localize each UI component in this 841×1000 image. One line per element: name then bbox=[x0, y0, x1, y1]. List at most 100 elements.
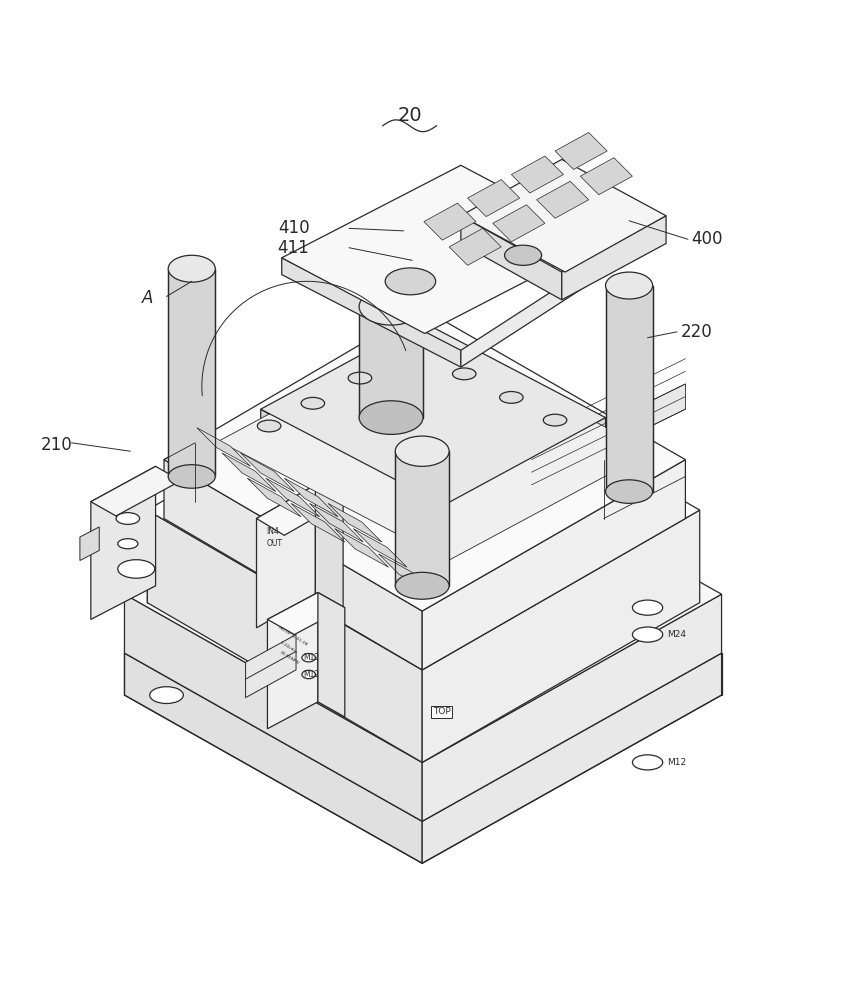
Polygon shape bbox=[261, 322, 606, 505]
Ellipse shape bbox=[359, 401, 423, 434]
Polygon shape bbox=[424, 203, 476, 240]
Polygon shape bbox=[124, 485, 722, 821]
Polygon shape bbox=[309, 503, 363, 542]
Ellipse shape bbox=[395, 436, 449, 466]
Text: TOP: TOP bbox=[432, 707, 451, 716]
Polygon shape bbox=[422, 510, 700, 762]
Polygon shape bbox=[461, 159, 666, 272]
Ellipse shape bbox=[606, 272, 653, 299]
Text: HKCOPT1-01-08: HKCOPT1-01-08 bbox=[278, 625, 309, 647]
Polygon shape bbox=[147, 510, 422, 762]
Ellipse shape bbox=[302, 653, 315, 662]
Polygon shape bbox=[493, 205, 545, 242]
Ellipse shape bbox=[385, 268, 436, 295]
Polygon shape bbox=[219, 332, 652, 561]
Ellipse shape bbox=[348, 372, 372, 384]
Text: M24: M24 bbox=[667, 603, 686, 612]
Polygon shape bbox=[537, 181, 589, 218]
Polygon shape bbox=[168, 269, 215, 476]
Ellipse shape bbox=[302, 670, 315, 679]
Polygon shape bbox=[318, 593, 345, 717]
Ellipse shape bbox=[395, 572, 449, 599]
Ellipse shape bbox=[632, 627, 663, 642]
Polygon shape bbox=[606, 286, 653, 492]
Polygon shape bbox=[80, 527, 99, 561]
Polygon shape bbox=[461, 258, 604, 367]
Polygon shape bbox=[532, 384, 685, 485]
Polygon shape bbox=[124, 426, 722, 762]
Polygon shape bbox=[580, 158, 632, 195]
Text: IN4: IN4 bbox=[267, 527, 279, 536]
Text: 60-80NPN: 60-80NPN bbox=[279, 651, 299, 666]
Polygon shape bbox=[282, 165, 604, 333]
Polygon shape bbox=[266, 478, 320, 517]
Polygon shape bbox=[335, 529, 389, 567]
Text: M12: M12 bbox=[303, 670, 319, 679]
Polygon shape bbox=[395, 451, 449, 586]
Ellipse shape bbox=[632, 600, 663, 615]
Text: OUT: OUT bbox=[267, 539, 283, 548]
Polygon shape bbox=[422, 653, 722, 863]
Ellipse shape bbox=[359, 288, 423, 325]
Text: 210: 210 bbox=[40, 436, 72, 454]
Polygon shape bbox=[222, 453, 276, 492]
Polygon shape bbox=[261, 409, 422, 535]
Polygon shape bbox=[147, 350, 700, 670]
Ellipse shape bbox=[452, 368, 476, 380]
Ellipse shape bbox=[500, 392, 523, 403]
Polygon shape bbox=[257, 485, 343, 535]
Polygon shape bbox=[267, 593, 318, 729]
Ellipse shape bbox=[632, 755, 663, 770]
Polygon shape bbox=[164, 308, 685, 611]
Polygon shape bbox=[449, 228, 501, 265]
Text: M12: M12 bbox=[303, 653, 319, 662]
Polygon shape bbox=[422, 418, 606, 535]
Ellipse shape bbox=[543, 414, 567, 426]
Polygon shape bbox=[353, 529, 407, 567]
Polygon shape bbox=[257, 485, 315, 628]
Text: 220: 220 bbox=[681, 323, 713, 341]
Ellipse shape bbox=[116, 513, 140, 524]
Polygon shape bbox=[124, 653, 422, 863]
Text: 20: 20 bbox=[397, 106, 422, 125]
Polygon shape bbox=[562, 216, 666, 300]
Polygon shape bbox=[241, 453, 294, 492]
Polygon shape bbox=[422, 594, 722, 821]
Text: 400: 400 bbox=[691, 230, 722, 248]
Polygon shape bbox=[422, 460, 685, 670]
Text: 5-24vdc: 5-24vdc bbox=[279, 641, 297, 654]
Polygon shape bbox=[124, 594, 422, 821]
Polygon shape bbox=[378, 554, 432, 593]
Ellipse shape bbox=[301, 397, 325, 409]
Polygon shape bbox=[468, 180, 520, 217]
Polygon shape bbox=[511, 156, 563, 193]
Text: M24: M24 bbox=[667, 630, 686, 639]
Ellipse shape bbox=[118, 560, 155, 578]
Polygon shape bbox=[359, 307, 423, 418]
Ellipse shape bbox=[168, 255, 215, 282]
Polygon shape bbox=[247, 478, 301, 517]
Polygon shape bbox=[91, 466, 181, 516]
Polygon shape bbox=[291, 503, 345, 542]
Text: 410: 410 bbox=[278, 219, 309, 237]
Text: A: A bbox=[141, 289, 153, 307]
Polygon shape bbox=[328, 503, 382, 542]
Polygon shape bbox=[284, 478, 338, 517]
Polygon shape bbox=[315, 485, 343, 611]
Ellipse shape bbox=[118, 539, 138, 549]
Polygon shape bbox=[164, 460, 422, 670]
Polygon shape bbox=[91, 466, 156, 619]
Polygon shape bbox=[282, 258, 461, 367]
Ellipse shape bbox=[606, 480, 653, 503]
Polygon shape bbox=[246, 651, 296, 698]
Text: 411: 411 bbox=[278, 239, 309, 257]
Polygon shape bbox=[197, 428, 251, 466]
Polygon shape bbox=[461, 216, 562, 300]
Text: M12: M12 bbox=[667, 758, 686, 767]
Polygon shape bbox=[267, 593, 345, 635]
Ellipse shape bbox=[505, 245, 542, 265]
Ellipse shape bbox=[150, 687, 183, 704]
Polygon shape bbox=[555, 132, 607, 169]
Polygon shape bbox=[246, 635, 296, 681]
Ellipse shape bbox=[168, 465, 215, 488]
